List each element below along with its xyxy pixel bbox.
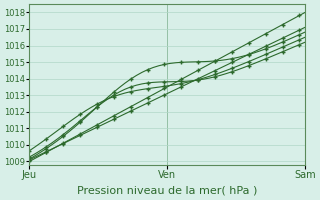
- X-axis label: Pression niveau de la mer( hPa ): Pression niveau de la mer( hPa ): [77, 186, 257, 196]
